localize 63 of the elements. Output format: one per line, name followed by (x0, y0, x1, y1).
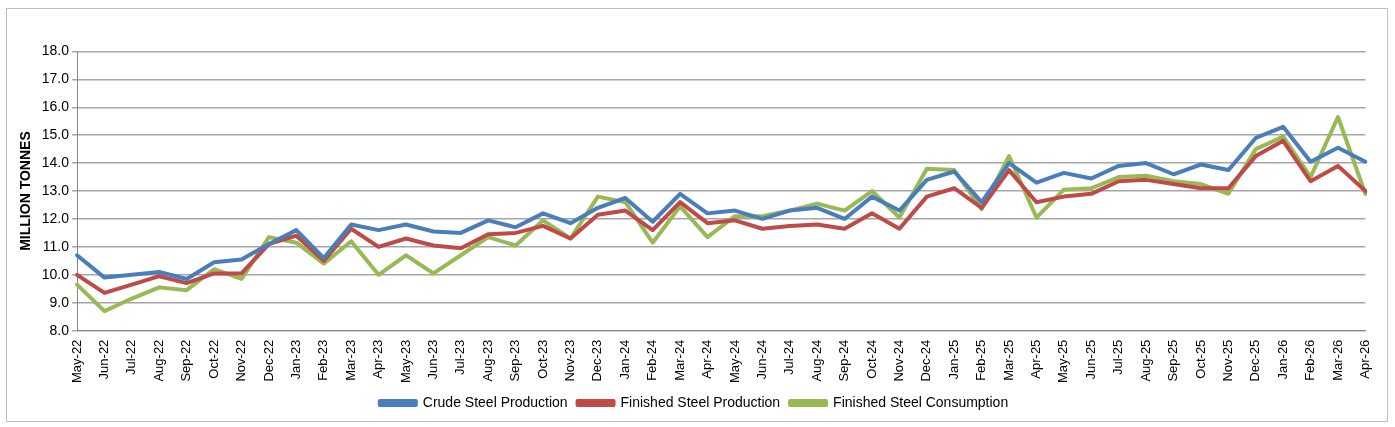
x-tick-label: Aug-23 (479, 339, 495, 382)
y-tick-label: 8.0 (49, 321, 70, 338)
x-tick-label: Dec-25 (1247, 339, 1263, 382)
x-tick-label: Nov-25 (1219, 339, 1235, 382)
y-tick-label: 14.0 (41, 153, 70, 170)
x-tick-label: Oct-23 (534, 339, 550, 379)
x-tick-label: Nov-24 (890, 339, 906, 382)
x-tick-label: Jul-23 (452, 339, 468, 376)
x-tick-label: Aug-25 (1137, 339, 1153, 382)
x-tick-label: Aug-22 (150, 339, 166, 382)
x-tick-label: Feb-23 (315, 339, 331, 381)
x-tick-label: Oct-25 (1192, 339, 1208, 379)
legend-label: Finished Steel Production (620, 393, 781, 410)
x-tick-label: Oct-24 (863, 339, 879, 379)
x-tick-label: Sep-22 (178, 339, 194, 382)
x-tick-label: Apr-25 (1028, 339, 1044, 379)
x-tick-label: Sep-24 (836, 339, 852, 382)
y-tick-label: 13.0 (41, 181, 70, 198)
x-tick-label: Jan-26 (1274, 339, 1290, 380)
x-tick-label: Jun-23 (424, 339, 440, 380)
x-tick-label: Jul-25 (1110, 339, 1126, 376)
x-tick-label: May-22 (68, 339, 84, 384)
y-tick-label: 17.0 (41, 70, 70, 87)
x-tick-label: Aug-24 (808, 339, 824, 382)
x-tick-label: Dec-24 (918, 339, 934, 382)
y-axis-title: MILLION TONNES (17, 131, 34, 251)
x-tick-label: Apr-24 (699, 339, 715, 379)
legend-label: Finished Steel Consumption (833, 393, 1009, 410)
x-tick-label: Mar-24 (671, 339, 687, 381)
y-tick-label: 16.0 (41, 98, 70, 115)
x-tick-label: Mar-23 (342, 339, 358, 381)
x-tick-label: Apr-26 (1356, 339, 1372, 379)
x-tick-label: Dec-23 (589, 339, 605, 382)
x-tick-label: Feb-25 (973, 339, 989, 381)
x-tick-label: Feb-26 (1302, 339, 1318, 381)
y-tick-label: 15.0 (41, 126, 70, 143)
x-tick-label: Jun-25 (1082, 339, 1098, 380)
x-tick-label: Nov-22 (233, 339, 249, 382)
y-tick-label: 11.0 (42, 237, 70, 254)
x-tick-label: Nov-23 (562, 339, 578, 382)
y-tick-label: 9.0 (49, 293, 70, 310)
x-tick-label: Sep-25 (1165, 339, 1181, 382)
x-tick-label: May-23 (397, 339, 413, 384)
x-tick-label: May-25 (1055, 339, 1071, 384)
x-tick-label: Jan-25 (945, 339, 961, 380)
x-tick-label: Jun-24 (753, 339, 769, 380)
x-tick-label: Jan-24 (616, 339, 632, 380)
x-tick-label: Mar-26 (1329, 339, 1345, 381)
x-tick-label: Jul-22 (123, 339, 139, 376)
x-tick-label: Jun-22 (96, 339, 112, 380)
x-tick-label: May-24 (726, 339, 742, 384)
legend-label: Crude Steel Production (422, 393, 568, 410)
x-tick-label: Feb-24 (644, 339, 660, 381)
x-tick-label: Dec-22 (260, 339, 276, 382)
y-tick-label: 18.0 (41, 42, 70, 59)
x-tick-label: Mar-25 (1000, 339, 1016, 381)
y-tick-label: 10.0 (41, 265, 70, 282)
x-tick-label: Jul-24 (781, 339, 797, 376)
x-tick-label: Apr-23 (370, 339, 386, 379)
x-tick-label: Sep-23 (507, 339, 523, 382)
y-tick-label: 12.0 (41, 209, 70, 226)
x-tick-label: Jan-23 (287, 339, 303, 380)
x-tick-label: Oct-22 (205, 339, 221, 379)
